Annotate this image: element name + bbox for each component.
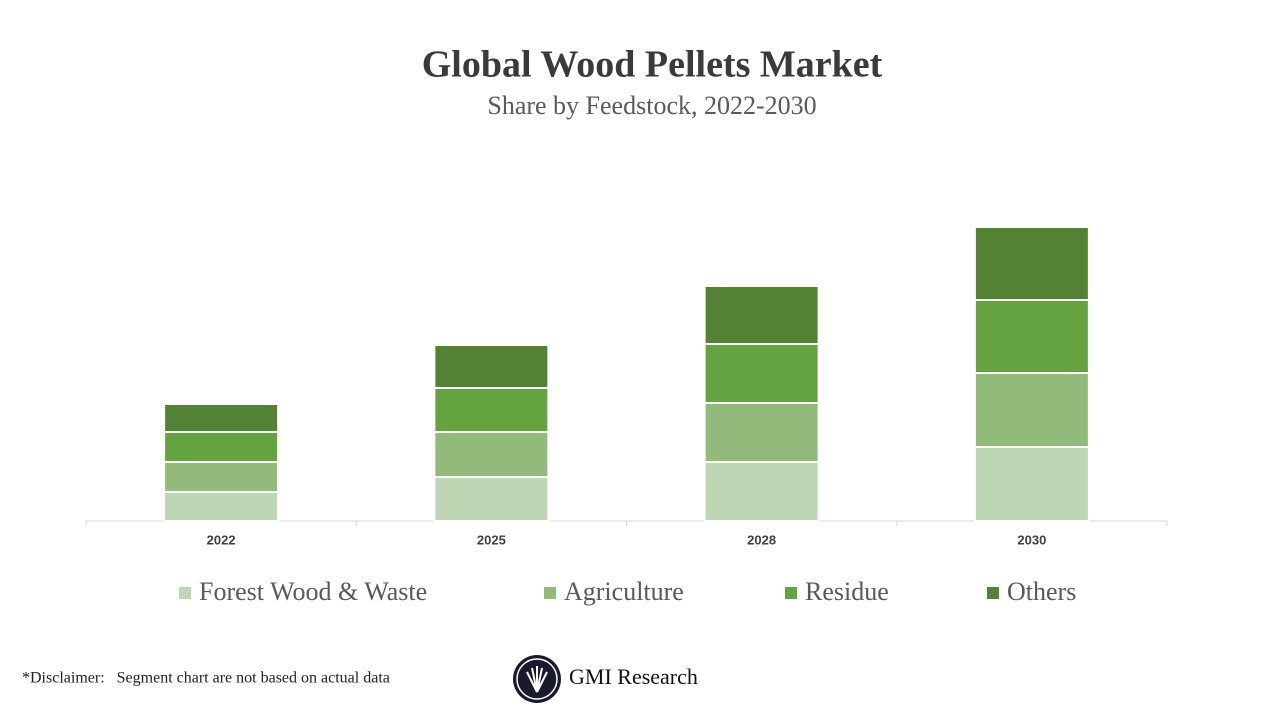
bar-segment (703, 343, 820, 404)
logo-ring (516, 658, 558, 700)
x-tick-label: 2022 (207, 532, 236, 547)
bar-segment (163, 431, 280, 463)
bar-segment (433, 344, 550, 389)
x-tick-label: 2028 (747, 532, 776, 547)
bar-segment (703, 461, 820, 522)
bar-segment (973, 226, 1090, 301)
bar-segment (973, 299, 1090, 374)
disclaimer: *Disclaimer: Segment chart are not based… (22, 670, 390, 687)
legend-label: Forest Wood & Waste (199, 577, 427, 606)
legend-label: Residue (805, 577, 889, 606)
legend-swatch (544, 587, 556, 599)
brand: GMI Research (569, 664, 698, 689)
bar-segment (703, 402, 820, 463)
bar-segment (433, 431, 550, 478)
logo (513, 655, 561, 703)
bar-segment (433, 476, 550, 522)
bar-segment (163, 461, 280, 493)
legend-label: Agriculture (564, 577, 684, 606)
bar-segment (163, 491, 280, 522)
legend-swatch (785, 587, 797, 599)
bar-segment (433, 387, 550, 433)
bar-segment (163, 403, 280, 433)
legend-swatch (987, 587, 999, 599)
bar-segment (973, 372, 1090, 448)
x-tick-label: 2030 (1017, 532, 1046, 547)
chart-title: Global Wood Pellets Market (422, 44, 883, 86)
legend-label: Others (1007, 577, 1076, 606)
logo-mark (526, 666, 548, 693)
legend-swatch (179, 587, 191, 599)
bar-segment (703, 285, 820, 345)
x-tick-label: 2025 (477, 532, 506, 547)
chart-subtitle: Share by Feedstock, 2022-2030 (487, 91, 816, 120)
bar-segment (973, 446, 1090, 522)
